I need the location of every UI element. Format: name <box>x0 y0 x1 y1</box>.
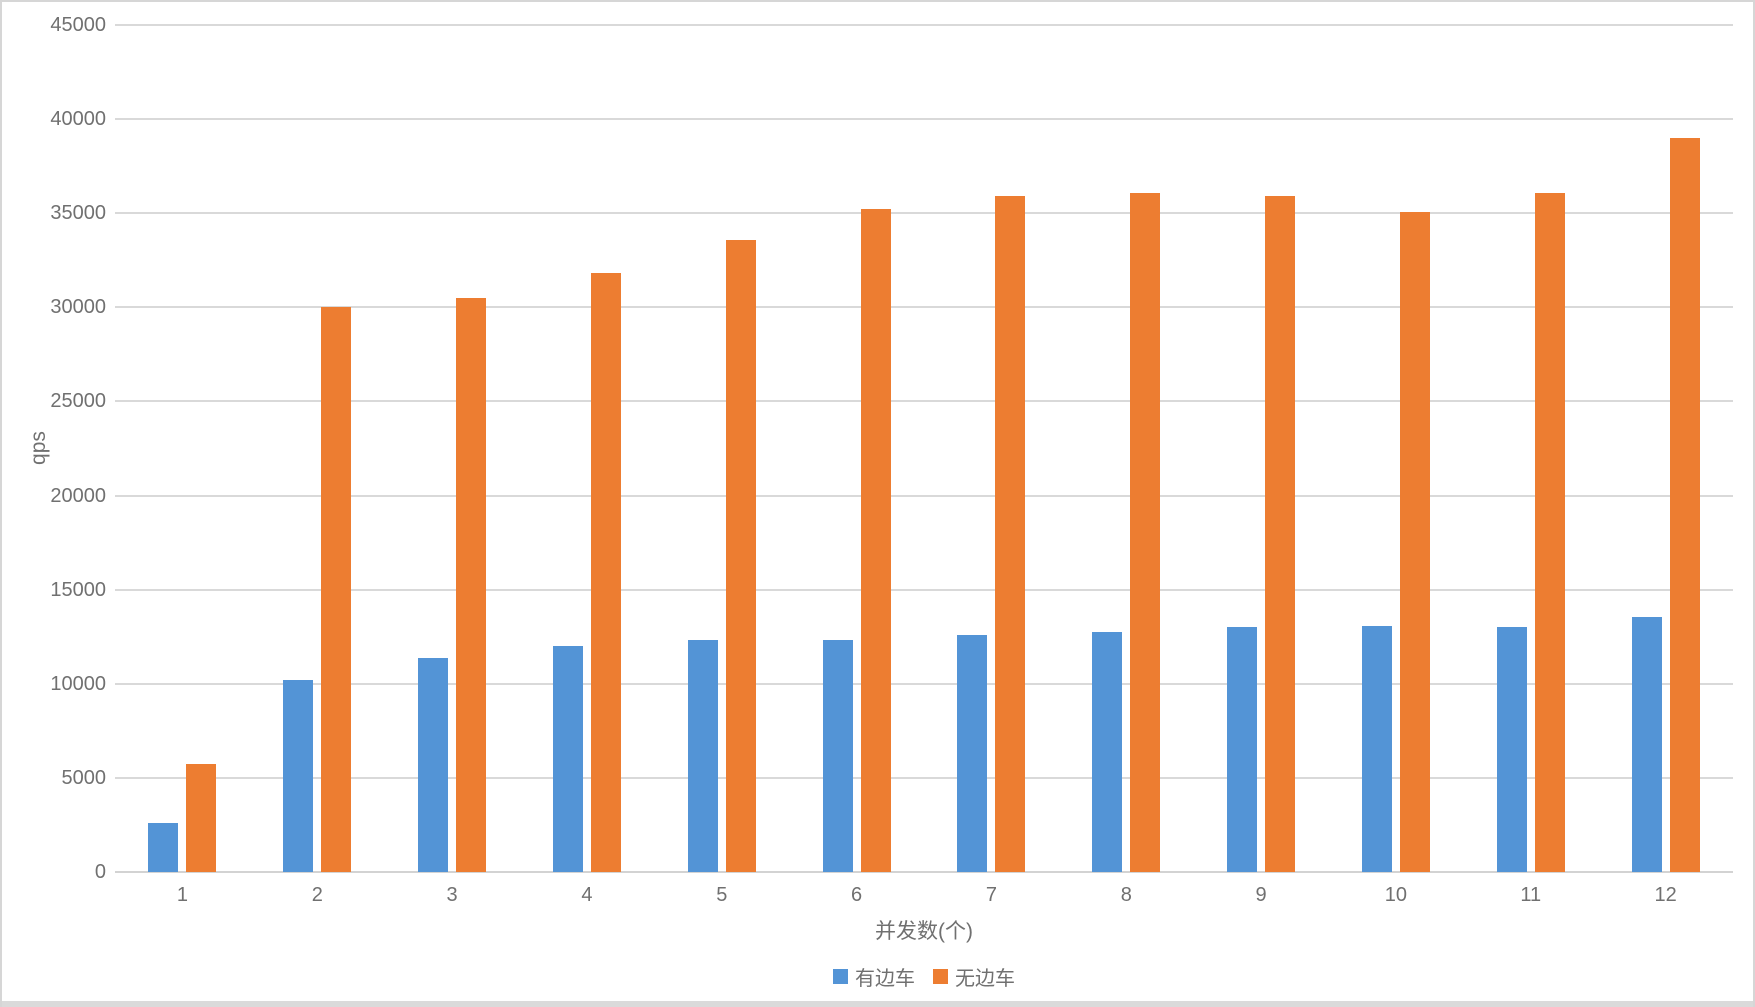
y-tick-label: 25000 <box>50 390 106 413</box>
bar-without-sidecar <box>1130 193 1161 872</box>
legend-item-without-sidecar: 无边车 <box>933 962 1015 991</box>
y-tick-label: 10000 <box>50 672 106 695</box>
gridline <box>115 118 1733 121</box>
bar-with-sidecar <box>1361 626 1392 872</box>
legend-label-with-sidecar: 有边车 <box>855 968 915 990</box>
x-tick-label: 4 <box>581 884 593 906</box>
bar-without-sidecar <box>1265 196 1296 872</box>
bar-with-sidecar <box>552 646 583 872</box>
bar-without-sidecar <box>456 297 487 872</box>
legend: 有边车 无边车 <box>115 962 1733 991</box>
gridline <box>115 400 1733 403</box>
bar-without-sidecar <box>321 307 352 872</box>
y-tick-label: 35000 <box>50 202 106 225</box>
y-tick-label: 30000 <box>50 296 106 319</box>
bar-with-sidecar <box>822 639 853 872</box>
bar-without-sidecar <box>186 763 217 872</box>
gridline <box>115 24 1733 26</box>
legend-swatch-without-sidecar <box>933 969 948 984</box>
bar-with-sidecar <box>1496 627 1527 872</box>
bar-without-sidecar <box>995 196 1026 872</box>
x-tick-label: 2 <box>311 884 323 906</box>
x-tick-label: 9 <box>1255 884 1267 906</box>
x-tick-label: 6 <box>851 884 863 906</box>
gridline <box>115 306 1733 309</box>
gridline <box>115 776 1733 779</box>
x-tick-label: 12 <box>1654 884 1677 906</box>
bar-with-sidecar <box>418 658 449 872</box>
x-tick-label: 5 <box>716 884 728 906</box>
x-tick-label: 3 <box>446 884 458 906</box>
bar-with-sidecar <box>687 640 718 872</box>
bar-without-sidecar <box>590 272 621 872</box>
bar-with-sidecar <box>283 680 314 872</box>
y-tick-label: 15000 <box>50 578 106 601</box>
x-tick-label: 10 <box>1384 884 1408 906</box>
bar-with-sidecar <box>957 634 988 872</box>
legend-item-with-sidecar: 有边车 <box>833 962 915 991</box>
y-tick-label: 40000 <box>50 108 106 131</box>
bar-with-sidecar <box>148 823 179 872</box>
y-tick-label: 45000 <box>50 14 106 36</box>
x-tick-label: 7 <box>985 884 997 906</box>
bar-without-sidecar <box>1534 192 1565 872</box>
y-tick-label: 0 <box>94 861 106 883</box>
gridline <box>115 871 1733 873</box>
bar-with-sidecar <box>1092 632 1123 872</box>
window-bottom-edge <box>2 1001 1753 1007</box>
bar-without-sidecar <box>1669 137 1700 872</box>
bar-with-sidecar <box>1631 616 1662 872</box>
y-axis-title: qps <box>27 431 50 465</box>
bar-with-sidecar <box>1227 627 1258 872</box>
gridline <box>115 212 1733 215</box>
legend-swatch-with-sidecar <box>833 969 848 984</box>
bar-without-sidecar <box>1399 212 1430 872</box>
bar-without-sidecar <box>860 208 891 872</box>
gridline <box>115 494 1733 497</box>
y-tick-label: 5000 <box>61 766 107 789</box>
x-axis-title: 并发数(个) <box>875 920 973 943</box>
x-tick-label: 8 <box>1120 884 1132 906</box>
y-tick-label: 20000 <box>50 484 106 507</box>
x-tick-label: 1 <box>176 884 188 906</box>
x-tick-label: 11 <box>1520 884 1542 906</box>
gridline <box>115 588 1733 591</box>
bar-without-sidecar <box>725 239 756 872</box>
gridline <box>115 682 1733 685</box>
legend-label-without-sidecar: 无边车 <box>955 968 1015 990</box>
